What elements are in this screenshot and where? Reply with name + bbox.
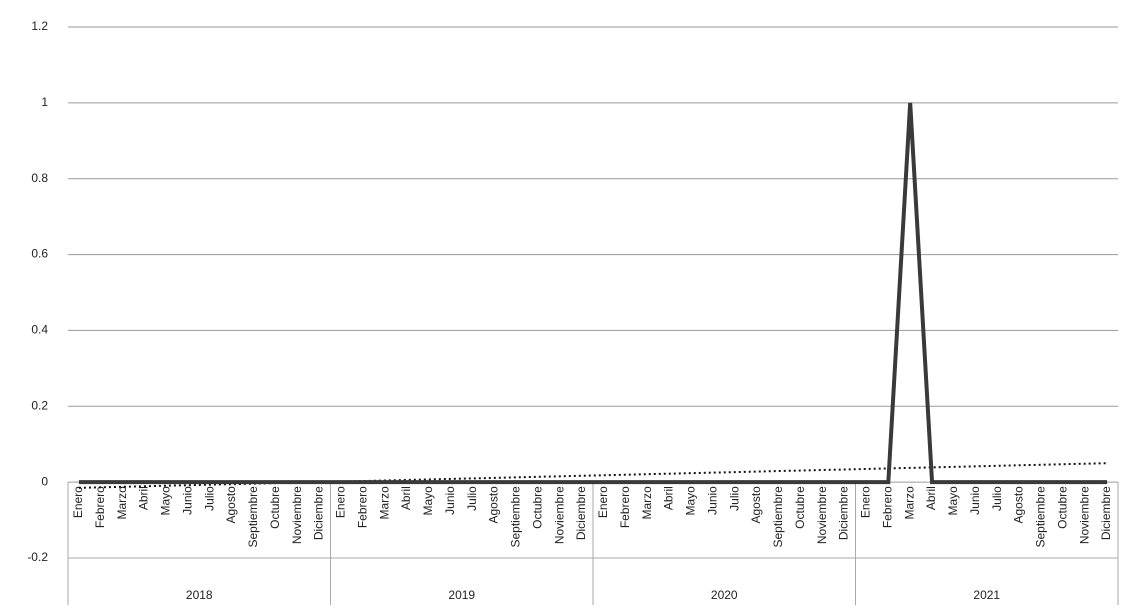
x-tick-label: Enero (71, 486, 85, 518)
x-tick-label: Mayo (684, 486, 698, 516)
x-tick-label: Junio (705, 486, 719, 515)
x-tick-label: Diciembre (837, 486, 851, 540)
x-tick-label: Mayo (421, 486, 435, 516)
x-tick-label: Mayo (159, 486, 173, 516)
group-label: 2020 (711, 588, 738, 602)
x-tick-label: Marzo (115, 486, 129, 520)
x-tick-label: Julio (465, 486, 479, 511)
x-tick-label: Septiembre (246, 486, 260, 548)
x-tick-label: Marzo (640, 486, 654, 520)
group-label: 2021 (973, 588, 1000, 602)
x-tick-label: Diciembre (312, 486, 326, 540)
x-tick-label: Septiembre (1034, 486, 1048, 548)
y-tick-label: 0.4 (31, 323, 48, 337)
x-tick-label: Marzo (902, 486, 916, 520)
x-tick-label: Febrero (93, 486, 107, 528)
y-tick-label: 0.8 (31, 171, 48, 185)
y-tick-label: -0.2 (27, 550, 48, 564)
x-tick-label: Mayo (946, 486, 960, 516)
x-tick-label: Abril (924, 486, 938, 510)
x-tick-label: Noviembre (552, 486, 566, 544)
x-tick-label: Junio (968, 486, 982, 515)
x-tick-label: Febrero (355, 486, 369, 528)
x-tick-label: Enero (859, 486, 873, 518)
group-label: 2018 (186, 588, 213, 602)
x-tick-label: Noviembre (815, 486, 829, 544)
x-tick-label: Abril (137, 486, 151, 510)
y-tick-label: 0 (41, 474, 48, 488)
y-tick-label: 1 (41, 95, 48, 109)
y-tick-label: 0.2 (31, 398, 48, 412)
x-tick-label: Julio (990, 486, 1004, 511)
x-tick-label: Octubre (793, 486, 807, 529)
x-tick-label: Octubre (1055, 486, 1069, 529)
x-tick-label: Junio (180, 486, 194, 515)
x-tick-label: Agosto (224, 486, 238, 524)
x-tick-label: Enero (596, 486, 610, 518)
x-tick-label: Diciembre (1099, 486, 1113, 540)
x-tick-label: Septiembre (771, 486, 785, 548)
y-tick-label: 0.6 (31, 247, 48, 261)
x-tick-label: Agosto (1012, 486, 1026, 524)
x-tick-label: Septiembre (509, 486, 523, 548)
x-tick-label: Abril (662, 486, 676, 510)
x-tick-label: Julio (727, 486, 741, 511)
x-tick-label: Febrero (618, 486, 632, 528)
y-tick-label: 1.2 (31, 19, 48, 33)
x-tick-label: Agosto (749, 486, 763, 524)
x-tick-label: Enero (334, 486, 348, 518)
x-tick-label: Julio (202, 486, 216, 511)
x-tick-label: Junio (443, 486, 457, 515)
x-tick-label: Agosto (487, 486, 501, 524)
x-tick-label: Octubre (530, 486, 544, 529)
data-line (78, 102, 1108, 485)
x-tick-label: Marzo (377, 486, 391, 520)
x-tick-label: Abril (399, 486, 413, 510)
x-tick-label: Febrero (880, 486, 894, 528)
x-tick-label: Octubre (268, 486, 282, 529)
group-label: 2019 (448, 588, 475, 602)
x-tick-label: Noviembre (290, 486, 304, 544)
x-tick-label: Diciembre (574, 486, 588, 540)
x-tick-label: Noviembre (1077, 486, 1091, 544)
